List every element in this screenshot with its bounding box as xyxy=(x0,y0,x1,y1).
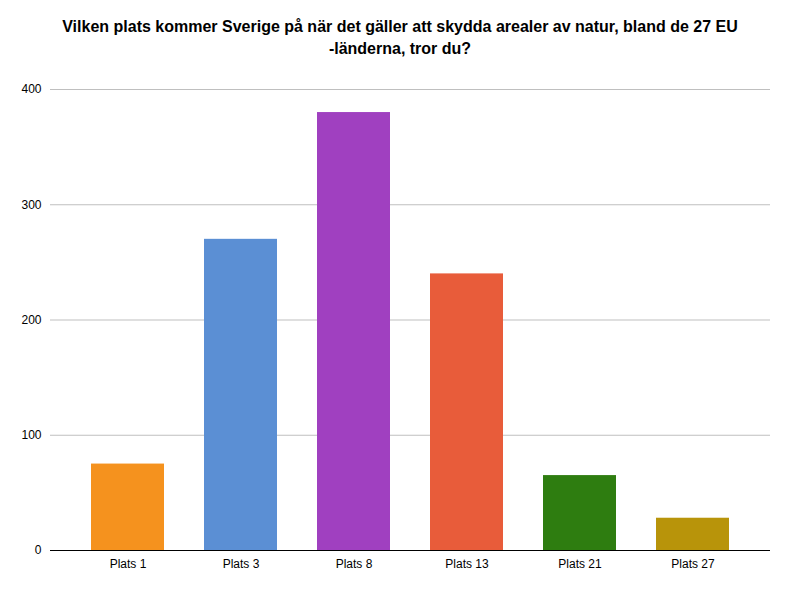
svg-text:Plats 13: Plats 13 xyxy=(445,557,489,571)
svg-text:Plats 8: Plats 8 xyxy=(336,557,373,571)
svg-text:Plats 21: Plats 21 xyxy=(558,557,602,571)
svg-text:300: 300 xyxy=(21,197,41,211)
svg-text:Plats 27: Plats 27 xyxy=(671,557,715,571)
svg-text:100: 100 xyxy=(21,428,41,442)
svg-text:200: 200 xyxy=(21,313,41,327)
svg-text:Plats 3: Plats 3 xyxy=(223,557,260,571)
svg-text:Plats 1: Plats 1 xyxy=(110,557,147,571)
html-text:Vilken plats kommer Sverige på: Vilken plats kommer Sverige på när det g… xyxy=(62,18,738,58)
svg-text:0: 0 xyxy=(35,543,42,557)
svg-text:400: 400 xyxy=(21,82,41,96)
